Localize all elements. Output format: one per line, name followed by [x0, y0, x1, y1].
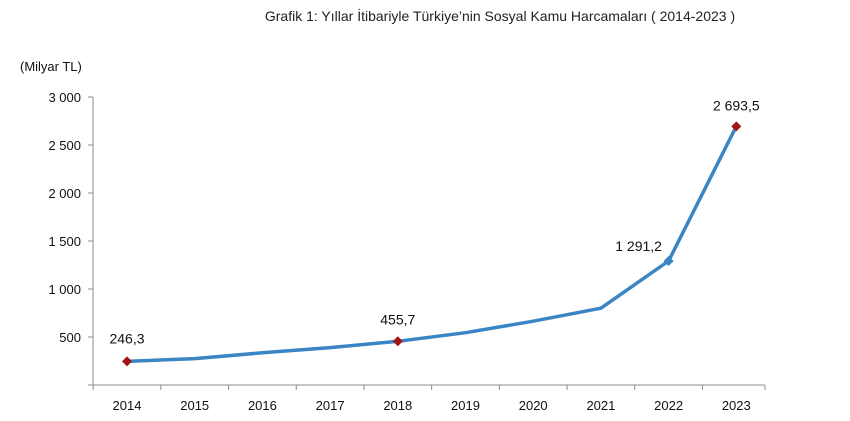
- x-axis-ticks: 2014 2015 2016 2017 2018 2019 2020 2021 2022 2023: [92, 385, 766, 413]
- y-tick-label: 2 500: [48, 138, 81, 153]
- x-tick-label: 2022: [654, 398, 683, 413]
- y-axis-unit-label: (Milyar TL): [20, 59, 82, 74]
- x-tick-label: 2015: [180, 398, 209, 413]
- x-tick-label: 2019: [451, 398, 480, 413]
- y-tick-label: 1 500: [48, 234, 81, 249]
- x-tick-label: 2021: [586, 398, 615, 413]
- x-tick-label: 2017: [316, 398, 345, 413]
- y-tick-label: 1 000: [48, 282, 81, 297]
- chart-title: Grafik 1: Yıllar İtibariyle Türkiye’nin …: [264, 8, 736, 24]
- y-tick-label: 500: [59, 330, 81, 345]
- y-tick-label: 3 000: [48, 90, 81, 105]
- data-label: 455,7: [380, 311, 415, 327]
- x-tick-label: 2016: [248, 398, 277, 413]
- data-label: 1 291,2: [615, 238, 662, 254]
- series-line: [126, 125, 738, 364]
- data-marker: [122, 356, 132, 367]
- series-polyline: [126, 125, 738, 364]
- x-tick-label: 2018: [383, 398, 412, 413]
- data-label: 246,3: [109, 330, 144, 346]
- data-marker: [663, 256, 674, 267]
- data-marker: [392, 336, 403, 347]
- x-tick-label: 2023: [722, 398, 751, 413]
- axes: [92, 97, 765, 386]
- data-markers: [122, 121, 742, 367]
- y-axis-ticks: 500 1 000 1 500 2 000 2 500 3 000: [48, 90, 93, 386]
- data-labels: 246,3 455,7 1 291,2 2 693,5: [109, 97, 759, 346]
- data-label: 2 693,5: [713, 97, 760, 113]
- x-tick-label: 2020: [519, 398, 548, 413]
- x-tick-label: 2014: [113, 398, 142, 413]
- data-marker: [731, 121, 742, 132]
- y-tick-label: 2 000: [48, 186, 81, 201]
